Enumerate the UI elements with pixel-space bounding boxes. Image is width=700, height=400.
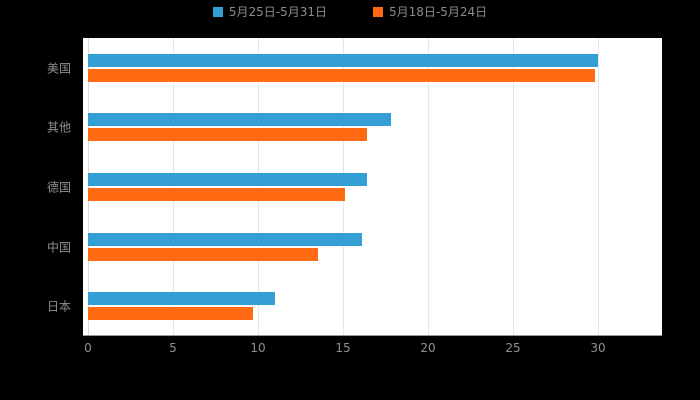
x-axis-tick-label-0: 0 [84, 341, 92, 355]
gridline-x-4 [428, 38, 429, 336]
gridline-x-2 [258, 38, 259, 336]
x-axis-tick-label-1: 5 [169, 341, 177, 355]
legend-swatch-icon [212, 7, 223, 17]
gridline-x-1 [173, 38, 174, 336]
bar-series2-日本 [88, 307, 253, 321]
bar-series1-其他 [88, 113, 391, 127]
legend-item-series2[interactable]: 5月18日-5月24日 [373, 6, 487, 18]
legend-item-series1[interactable]: 5月25日-5月31日 [212, 5, 327, 19]
legend-swatch-icon [373, 7, 383, 17]
y-axis-label-2: 其他 [46, 120, 71, 135]
bar-series2-德国 [88, 188, 345, 201]
y-axis-label-5: 日本 [46, 299, 71, 314]
plot-area [83, 38, 662, 336]
bar-series1-美国 [88, 53, 598, 67]
x-axis-tick-label-2: 10 [250, 341, 266, 355]
legend: 5月25日-5月31日 5月18日-5月24日 [0, 6, 700, 18]
legend-label: 5月25日-5月31日 [228, 5, 327, 19]
x-axis-tick-label-4: 20 [420, 341, 436, 355]
y-axis-label-3: 德国 [46, 180, 71, 195]
x-axis-line [83, 335, 662, 336]
x-axis-tick-label-5: 25 [505, 341, 521, 355]
y-axis-label-1: 美国 [46, 61, 71, 76]
bar-series2-中国 [88, 247, 318, 261]
gridline-x-3 [343, 38, 344, 336]
bar-series2-美国 [88, 68, 595, 82]
x-axis-tick-label-6: 30 [590, 341, 606, 355]
bar-series2-其他 [88, 128, 367, 142]
x-axis-tick-label-3: 15 [335, 341, 351, 355]
bar-series1-德国 [88, 173, 367, 186]
y-axis-labels: 美国其他德国中国日本 [0, 38, 77, 336]
bar-series1-中国 [88, 232, 362, 246]
gridline-x-6 [598, 38, 599, 336]
gridline-x-0 [88, 38, 89, 336]
legend-label: 5月18日-5月24日 [389, 5, 488, 19]
bar-series1-日本 [88, 292, 275, 306]
gridline-x-5 [513, 38, 514, 336]
x-axis-labels: 0 5 10 15 20 25 30 [0, 341, 700, 361]
y-axis-label-4: 中国 [46, 240, 71, 255]
